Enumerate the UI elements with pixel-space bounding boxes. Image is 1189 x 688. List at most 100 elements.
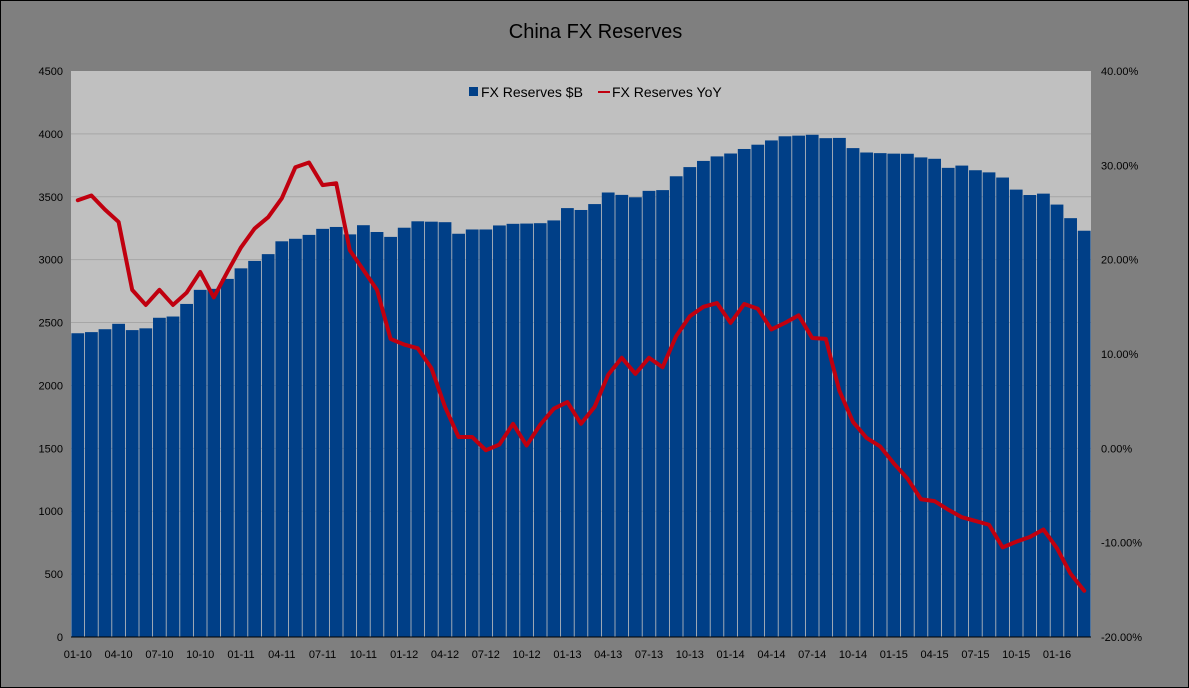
- bar: [397, 227, 411, 637]
- bar: [860, 152, 873, 637]
- bar: [139, 328, 153, 637]
- bar: [914, 157, 928, 637]
- left-axis: 0 500 1000 1500 2000 2500 3000 3500 4000 4500: [39, 66, 63, 644]
- x-tick-label: 01-11: [227, 649, 254, 661]
- bar: [180, 303, 193, 637]
- line-series: [75, 160, 1087, 593]
- bar: [778, 136, 792, 637]
- y-left-tick-label: 1000: [39, 506, 63, 518]
- bar: [506, 223, 520, 637]
- bar: [656, 190, 669, 637]
- x-tick-label: 01-12: [390, 649, 418, 661]
- bar: [629, 197, 642, 637]
- bar: [479, 229, 493, 638]
- x-tick-label: 07-13: [635, 649, 663, 661]
- x-tick-label: 07-12: [472, 649, 500, 661]
- bar: [302, 234, 316, 638]
- chart-title: China FX Reserves: [508, 21, 683, 43]
- x-tick-label: 10-14: [839, 649, 867, 661]
- bar: [193, 289, 207, 637]
- bar: [329, 226, 343, 637]
- x-tick-label: 01-13: [553, 649, 581, 661]
- yoy-line: [75, 160, 1087, 593]
- bar: [1050, 204, 1064, 638]
- x-tick-label: 10-10: [186, 649, 214, 661]
- x-tick-label: 04-13: [594, 649, 622, 661]
- x-tick-label: 04-12: [431, 649, 459, 661]
- x-tick-label: 10-13: [676, 649, 704, 661]
- right-axis: -20.00% -10.00% 0.00% 10.00% 20.00% 30.00% 40.…: [1101, 66, 1142, 644]
- y-left-tick-label: 0: [57, 632, 63, 644]
- bar: [438, 222, 452, 638]
- bar: [941, 167, 955, 638]
- bar: [805, 134, 819, 637]
- bar: [901, 153, 914, 637]
- bar: [112, 323, 125, 637]
- bar: [343, 234, 357, 638]
- y-right-tick-label: 20.00%: [1101, 255, 1139, 267]
- bar: [493, 225, 506, 637]
- legend-bar-swatch: [469, 87, 478, 96]
- bar: [166, 316, 180, 637]
- bar: [873, 153, 887, 638]
- x-tick-label: 01-16: [1043, 649, 1071, 661]
- bar: [357, 225, 370, 637]
- y-left-tick-label: 1500: [39, 443, 63, 455]
- bar: [370, 231, 384, 638]
- x-tick-label: 10-11: [350, 649, 377, 661]
- bar: [71, 333, 85, 637]
- bar: [425, 221, 438, 638]
- legend-line-label: FX Reserves YoY: [612, 84, 722, 100]
- legend: FX Reserves $B FX Reserves YoY: [469, 84, 722, 100]
- bar: [982, 172, 996, 637]
- bar: [98, 329, 112, 637]
- bar: [601, 192, 615, 637]
- bar: [846, 148, 860, 637]
- y-right-tick-label: 0.00%: [1101, 443, 1132, 455]
- bar: [85, 332, 98, 637]
- bar: [1023, 195, 1037, 637]
- x-tick-label: 10-12: [513, 649, 541, 661]
- x-tick-label: 04-14: [757, 649, 785, 661]
- x-tick-label: 07-15: [961, 649, 989, 661]
- y-right-tick-label: -10.00%: [1101, 538, 1142, 550]
- y-right-tick-label: -20.00%: [1101, 632, 1142, 644]
- bar: [792, 135, 805, 637]
- x-tick-label: 07-10: [145, 649, 173, 661]
- bar: [411, 221, 425, 637]
- bar: [642, 190, 656, 638]
- x-tick-label: 07-11: [309, 649, 336, 661]
- bar: [234, 268, 248, 637]
- y-right-tick-label: 10.00%: [1101, 349, 1139, 361]
- y-left-tick-label: 2000: [39, 380, 63, 392]
- bar: [275, 241, 289, 638]
- bar: [819, 138, 833, 637]
- bar: [289, 238, 302, 638]
- bar: [669, 176, 683, 637]
- bar: [153, 317, 166, 637]
- bar: [1064, 218, 1077, 637]
- bar: [261, 254, 275, 637]
- bar: [588, 204, 601, 638]
- y-left-tick-label: 2500: [39, 318, 63, 330]
- x-tick-label: 01-10: [64, 649, 92, 661]
- bar: [248, 260, 261, 637]
- legend-bar-label: FX Reserves $B: [481, 84, 583, 100]
- bar: [737, 148, 751, 637]
- bar: [533, 223, 547, 638]
- bar: [751, 144, 765, 637]
- x-axis: 01-10 04-10 07-10 10-10 01-11 04-11 07-11 10-11…: [64, 636, 1091, 661]
- x-tick-label: 10-15: [1002, 649, 1030, 661]
- x-tick-label: 04-15: [921, 649, 949, 661]
- x-tick-label: 07-14: [798, 649, 826, 661]
- bar: [683, 167, 697, 637]
- bar: [969, 170, 982, 638]
- x-tick-label: 01-15: [880, 649, 908, 661]
- bar: [996, 177, 1009, 637]
- y-left-tick-label: 4000: [39, 129, 63, 141]
- bar: [207, 288, 221, 637]
- x-tick-label: 04-10: [105, 649, 133, 661]
- bar: [561, 208, 574, 637]
